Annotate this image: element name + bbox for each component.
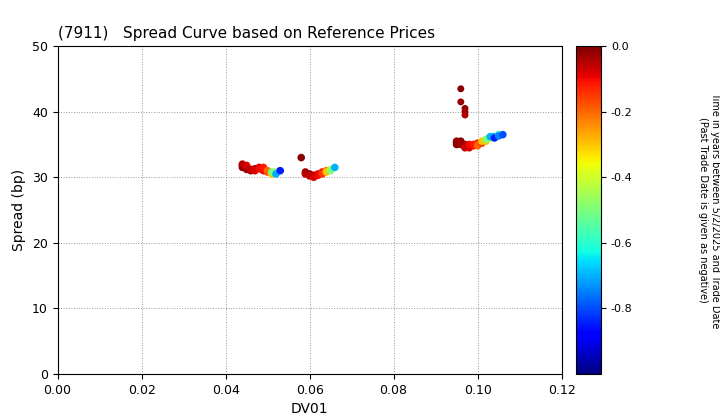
Point <box>300 169 311 176</box>
Point <box>459 142 471 149</box>
Point <box>240 162 252 169</box>
Point <box>262 167 274 174</box>
Point <box>325 166 336 173</box>
Point <box>497 131 508 138</box>
Point <box>253 164 265 171</box>
Point <box>240 166 252 173</box>
Point <box>451 139 462 146</box>
Point <box>329 164 341 171</box>
Point <box>492 133 504 139</box>
Point <box>245 167 256 174</box>
Point <box>489 134 500 141</box>
Point <box>476 138 487 144</box>
Point <box>266 171 277 177</box>
Point <box>266 169 277 176</box>
Point <box>317 171 328 177</box>
Point <box>455 141 467 148</box>
Point <box>464 144 475 151</box>
Point <box>455 99 467 105</box>
Point <box>468 142 480 149</box>
Point <box>249 165 261 172</box>
Point <box>464 141 475 148</box>
Point <box>459 144 471 151</box>
Point <box>270 169 282 176</box>
Point <box>237 162 248 169</box>
Point <box>489 133 500 140</box>
Point <box>485 134 496 141</box>
Point <box>240 164 252 171</box>
Point <box>459 105 471 112</box>
Point <box>476 140 487 147</box>
Point <box>459 108 471 115</box>
Point <box>320 167 332 174</box>
Point <box>472 141 483 148</box>
Point <box>485 133 496 140</box>
Text: (7911)   Spread Curve based on Reference Prices: (7911) Spread Curve based on Reference P… <box>58 26 435 41</box>
Point <box>300 171 311 177</box>
Point <box>480 136 492 143</box>
Point <box>468 141 480 148</box>
Point <box>325 167 336 174</box>
Point <box>492 131 504 138</box>
Point <box>472 140 483 147</box>
Point <box>249 167 261 174</box>
Point <box>317 169 328 176</box>
Point <box>274 167 286 174</box>
Point <box>312 171 324 177</box>
Point <box>304 171 315 177</box>
Point <box>464 142 475 149</box>
Point <box>455 140 467 147</box>
Point <box>320 169 332 176</box>
Point <box>459 141 471 148</box>
Point <box>253 165 265 172</box>
Point <box>455 85 467 92</box>
Point <box>304 173 315 179</box>
Point <box>312 172 324 178</box>
Point <box>258 167 269 174</box>
Point <box>308 172 320 178</box>
Point <box>270 171 282 177</box>
Point <box>451 141 462 148</box>
Point <box>245 166 256 173</box>
Point <box>295 154 307 161</box>
Point <box>480 138 492 144</box>
Point <box>455 138 467 144</box>
Point <box>451 138 462 144</box>
Text: Time in years between 5/2/2025 and Trade Date
(Past Trade Date is given as negat: Time in years between 5/2/2025 and Trade… <box>698 92 720 328</box>
Point <box>472 142 483 149</box>
Point <box>262 169 274 176</box>
X-axis label: DV01: DV01 <box>291 402 328 416</box>
Point <box>258 164 269 171</box>
Point <box>237 164 248 171</box>
Point <box>237 161 248 168</box>
Point <box>459 112 471 118</box>
Y-axis label: Spread (bp): Spread (bp) <box>12 169 27 251</box>
Point <box>308 174 320 181</box>
